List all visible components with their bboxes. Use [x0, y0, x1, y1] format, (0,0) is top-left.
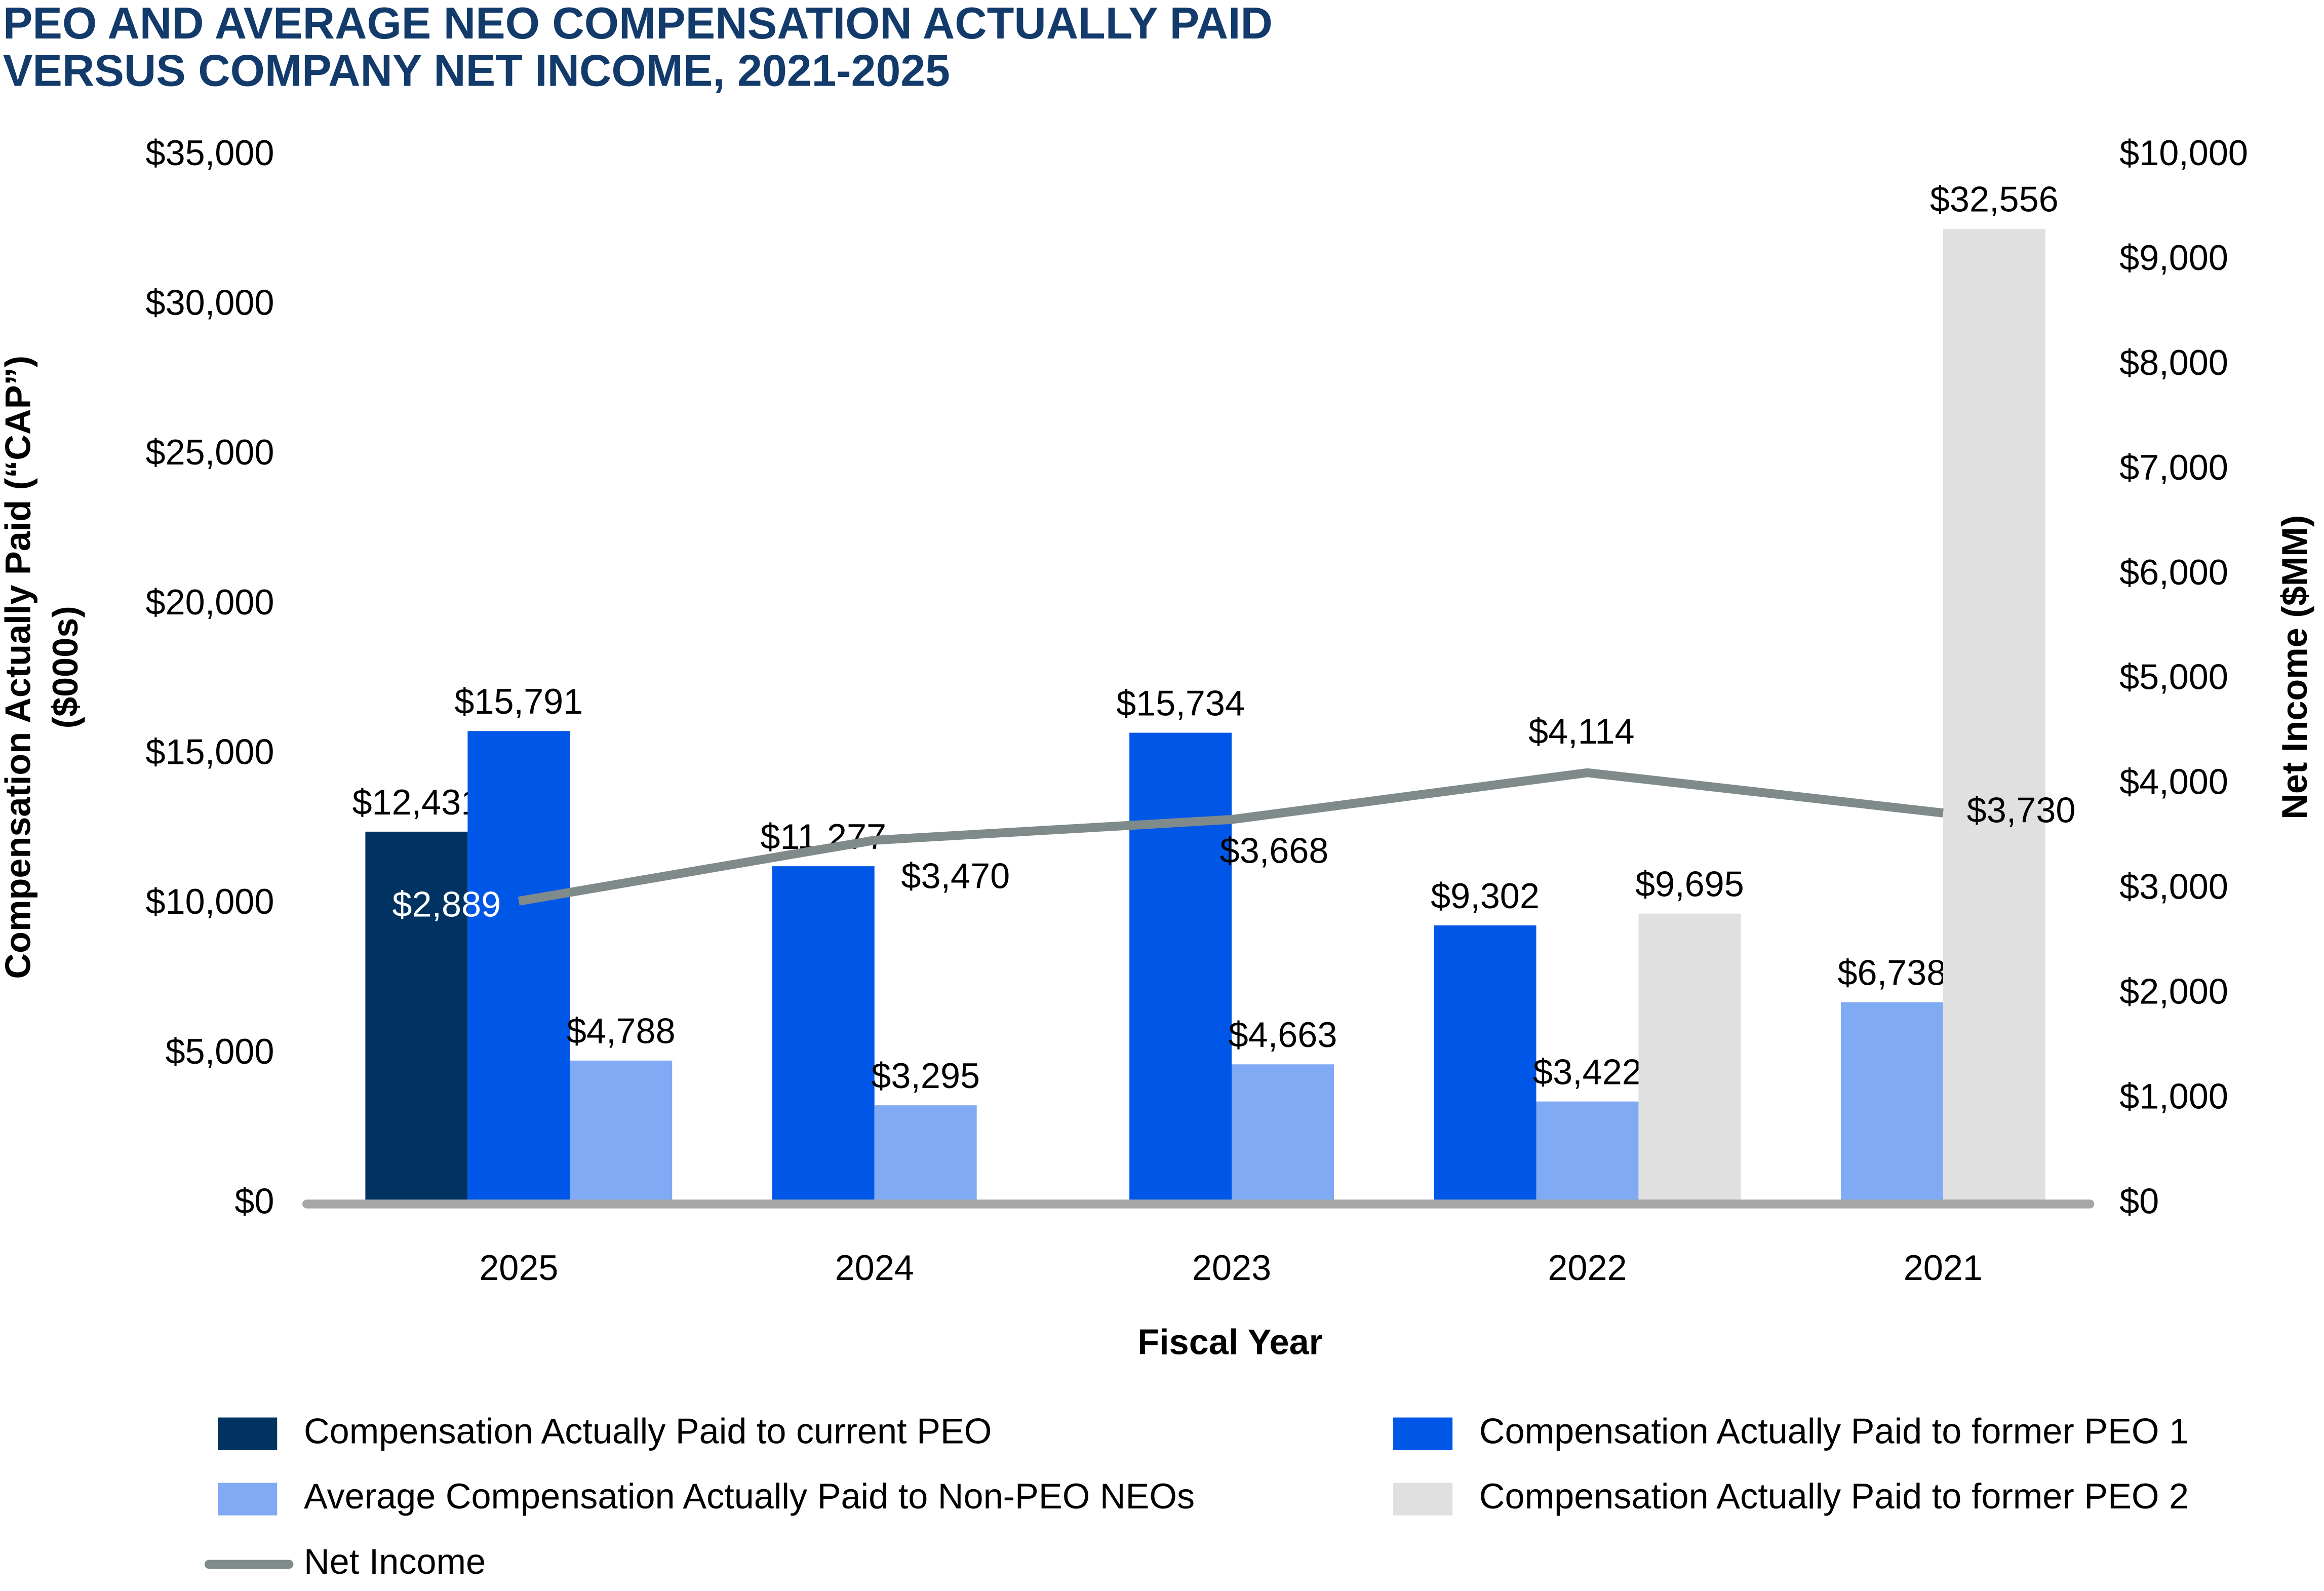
- data-label: $15,791: [454, 681, 583, 721]
- x-tick-label: 2025: [479, 1248, 558, 1288]
- bar: [772, 866, 875, 1204]
- legend-label: Compensation Actually Paid to current PE…: [304, 1411, 992, 1451]
- bar: [365, 831, 468, 1204]
- y2-tick-label: $7,000: [2119, 447, 2228, 487]
- line-data-label: $3,668: [1220, 831, 1329, 871]
- x-tick-label: 2022: [1548, 1248, 1627, 1288]
- data-label: $4,663: [1229, 1015, 1337, 1055]
- bar: [570, 1060, 673, 1204]
- legend-swatch: [1393, 1417, 1453, 1450]
- y2-axis-title: Net Income ($MM): [2274, 515, 2314, 820]
- y-tick-label: $0: [234, 1181, 274, 1221]
- data-label: $4,788: [567, 1011, 676, 1051]
- x-axis-title: Fiscal Year: [1137, 1322, 1323, 1362]
- y2-tick-label: $9,000: [2119, 238, 2228, 278]
- data-label: $3,295: [871, 1056, 980, 1096]
- line-data-label: $3,730: [1967, 790, 2076, 830]
- line-data-label: $2,889: [392, 884, 501, 924]
- data-label: $32,556: [1930, 179, 2059, 219]
- data-label: $15,734: [1116, 683, 1245, 723]
- y-tick-label: $15,000: [146, 732, 274, 772]
- y2-tick-label: $0: [2119, 1181, 2159, 1221]
- y2-tick-label: $1,000: [2119, 1076, 2228, 1116]
- bar: [1638, 913, 1741, 1204]
- y2-tick-label: $6,000: [2119, 552, 2228, 592]
- legend-swatch: [218, 1483, 278, 1516]
- y2-tick-label: $2,000: [2119, 972, 2228, 1012]
- y-tick-label: $10,000: [146, 881, 274, 921]
- y2-tick-label: $10,000: [2119, 133, 2248, 173]
- y-tick-label: $25,000: [146, 432, 274, 472]
- y2-tick-label: $4,000: [2119, 762, 2228, 802]
- data-label: $9,302: [1431, 876, 1540, 916]
- data-label: $9,695: [1635, 864, 1744, 904]
- legend-label: Compensation Actually Paid to former PEO…: [1479, 1411, 2189, 1451]
- y-tick-label: $20,000: [146, 582, 274, 622]
- bar: [1840, 1002, 1943, 1204]
- y2-tick-label: $5,000: [2119, 657, 2228, 697]
- data-label: $6,738: [1837, 952, 1946, 992]
- bar: [1536, 1101, 1639, 1204]
- y-tick-label: $35,000: [146, 133, 274, 173]
- line: [518, 768, 1944, 906]
- y-tick-label: $5,000: [166, 1031, 274, 1071]
- chart-title: PEO AND AVERAGE NEO COMPENSATION ACTUALL…: [3, 0, 1273, 48]
- legend-swatch: [218, 1417, 278, 1450]
- y-tick-label: $30,000: [146, 283, 274, 323]
- legend-swatch: [1393, 1483, 1453, 1516]
- bar: [1434, 925, 1537, 1204]
- x-tick-label: 2024: [835, 1248, 914, 1288]
- chart-title: VERSUS COMPANY NET INCOME, 2021-2025: [3, 46, 950, 96]
- y2-tick-label: $3,000: [2119, 867, 2228, 907]
- bar: [874, 1105, 977, 1204]
- bar: [1129, 732, 1232, 1204]
- line-data-label: $3,470: [901, 856, 1010, 896]
- bar: [467, 731, 570, 1204]
- data-label: $3,422: [1533, 1052, 1642, 1092]
- y-axis-title: Compensation Actually Paid (“CAP”): [0, 356, 38, 979]
- x-tick-label: 2023: [1192, 1248, 1271, 1288]
- x-tick-label: 2021: [1904, 1248, 1983, 1288]
- y2-tick-label: $8,000: [2119, 342, 2228, 382]
- y-axis-title: ($000s): [45, 606, 85, 728]
- data-label: $12,431: [352, 782, 481, 822]
- bar: [1232, 1064, 1334, 1204]
- line-data-label: $4,114: [1528, 711, 1635, 751]
- legend-label: Net Income: [304, 1541, 486, 1581]
- bar: [1943, 228, 2045, 1204]
- legend-label: Compensation Actually Paid to former PEO…: [1479, 1476, 2189, 1516]
- legend-label: Average Compensation Actually Paid to No…: [304, 1476, 1195, 1516]
